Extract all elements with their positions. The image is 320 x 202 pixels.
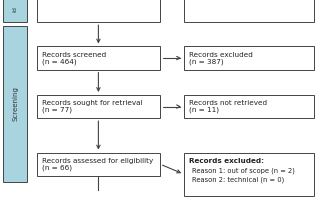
Text: Records screened
(n = 464): Records screened (n = 464) (42, 52, 106, 65)
Text: Reason 2: technical (n = 0): Reason 2: technical (n = 0) (192, 177, 284, 183)
FancyBboxPatch shape (184, 46, 314, 70)
FancyBboxPatch shape (37, 0, 160, 22)
FancyBboxPatch shape (37, 95, 160, 118)
Text: Records excluded
(n = 387): Records excluded (n = 387) (189, 52, 253, 65)
Text: Records excluded:: Records excluded: (189, 158, 264, 164)
Text: Records not retrieved
(n = 11): Records not retrieved (n = 11) (189, 100, 267, 114)
Text: Records assessed for eligibility
(n = 66): Records assessed for eligibility (n = 66… (42, 158, 153, 171)
Text: Reason 1: out of scope (n = 2): Reason 1: out of scope (n = 2) (192, 167, 295, 174)
FancyBboxPatch shape (184, 0, 314, 22)
Text: Records sought for retrieval
(n = 77): Records sought for retrieval (n = 77) (42, 100, 142, 114)
FancyBboxPatch shape (3, 0, 27, 22)
Text: Screening: Screening (12, 87, 18, 121)
FancyBboxPatch shape (3, 26, 27, 182)
FancyBboxPatch shape (184, 95, 314, 118)
FancyBboxPatch shape (184, 153, 314, 196)
Text: Id: Id (13, 6, 18, 12)
FancyBboxPatch shape (37, 46, 160, 70)
FancyBboxPatch shape (37, 153, 160, 176)
